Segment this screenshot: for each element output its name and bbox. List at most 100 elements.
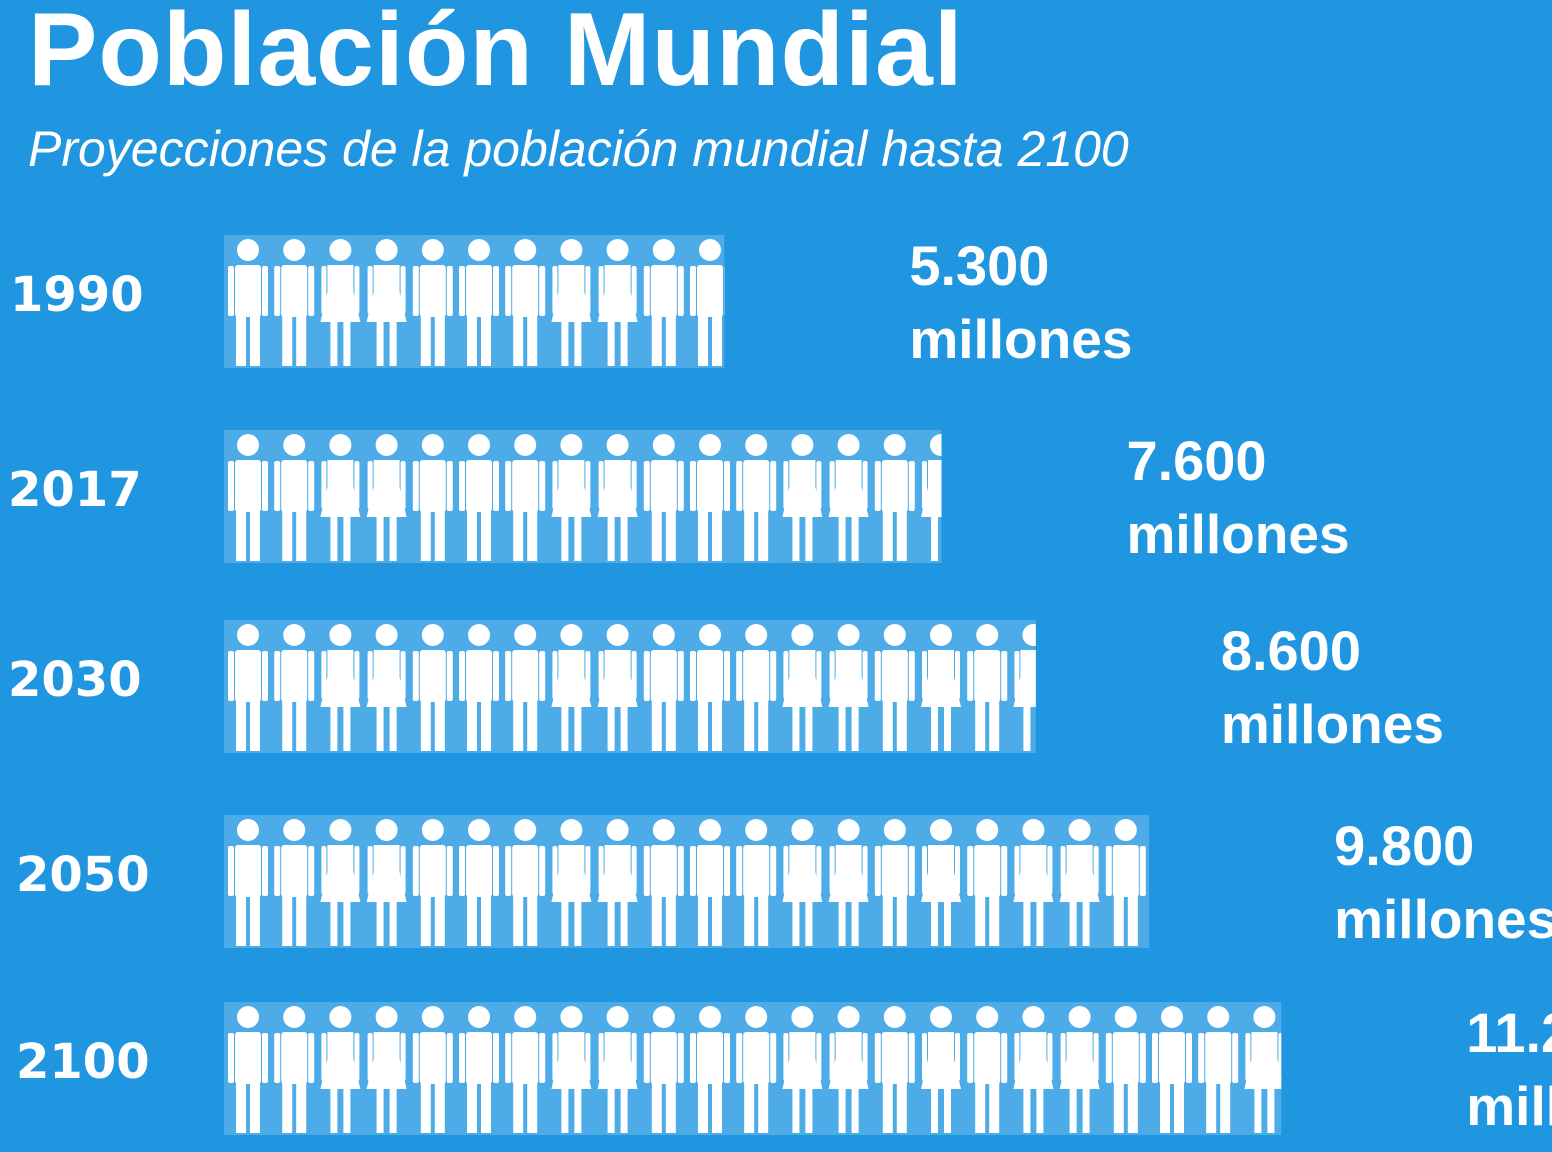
person-icon <box>643 819 684 946</box>
person-icon <box>412 1006 453 1133</box>
person-icon <box>1152 819 1192 946</box>
person-icon <box>921 624 961 751</box>
person-icon <box>828 1006 869 1133</box>
person-icon <box>643 1006 684 1133</box>
person-icon <box>736 624 777 751</box>
person-icon <box>967 1006 1008 1133</box>
unit-label: millones <box>1221 693 1444 755</box>
person-icon <box>921 434 942 561</box>
person-icon <box>274 1006 315 1133</box>
person-icon <box>597 819 638 946</box>
person-icon <box>320 239 361 366</box>
person-icon <box>782 1006 823 1133</box>
person-icon <box>643 624 684 751</box>
person-icon <box>1013 819 1054 946</box>
year-label: 1990 <box>10 267 144 323</box>
person-icon <box>228 624 268 751</box>
value-label: 9.800 <box>1334 814 1474 877</box>
person-icon <box>274 434 315 561</box>
person-icon <box>274 624 315 751</box>
person-icon <box>736 1006 777 1133</box>
person-icon <box>736 819 777 946</box>
person-icon <box>274 819 315 946</box>
person-icon <box>412 239 453 366</box>
person-icon <box>690 819 730 946</box>
person-icon <box>921 1006 961 1133</box>
person-icon <box>551 434 592 561</box>
value-label: 5.300 <box>909 234 1049 297</box>
person-icon <box>690 1006 730 1133</box>
person-figures <box>228 819 1192 946</box>
person-icon <box>874 434 915 561</box>
person-icon <box>228 239 268 366</box>
person-icon <box>828 624 869 751</box>
population-bar <box>224 815 1150 948</box>
page-title: Población Mundial <box>28 0 964 108</box>
person-icon <box>320 624 361 751</box>
value-label: 7.600 <box>1126 429 1266 492</box>
person-icon <box>1198 1006 1239 1133</box>
person-icon <box>828 434 869 561</box>
person-icon <box>690 624 730 751</box>
person-icon <box>366 819 407 946</box>
person-icon <box>597 1006 638 1133</box>
person-icon <box>1013 1006 1054 1133</box>
person-icon <box>228 1006 268 1133</box>
person-icon <box>643 239 684 366</box>
person-icon <box>459 819 499 946</box>
unit-label: millones <box>1126 503 1349 565</box>
person-icon <box>551 1006 592 1133</box>
person-icon <box>412 434 453 561</box>
person-icon <box>782 819 823 946</box>
unit-label: millones <box>1334 888 1552 950</box>
year-label: 2017 <box>8 462 142 518</box>
person-icon <box>967 624 1008 751</box>
person-icon <box>551 819 592 946</box>
person-icon <box>1152 1006 1192 1133</box>
person-icon <box>412 819 453 946</box>
person-icon <box>274 239 315 366</box>
person-icon <box>412 624 453 751</box>
person-icon <box>1060 624 1100 751</box>
person-icon <box>320 434 361 561</box>
person-icon <box>782 434 823 561</box>
person-icon <box>459 1006 499 1133</box>
value-label: 11.200 <box>1466 1001 1552 1064</box>
person-icon <box>366 434 407 561</box>
person-icon <box>1105 1006 1146 1133</box>
person-icon <box>597 239 638 366</box>
person-icon <box>1059 1006 1100 1133</box>
person-icon <box>828 819 869 946</box>
person-icon <box>1059 819 1100 946</box>
person-icon <box>1244 1006 1282 1133</box>
person-icon <box>366 624 407 751</box>
person-icon <box>459 624 499 751</box>
person-icon <box>874 1006 915 1133</box>
person-icon <box>505 1006 546 1133</box>
year-label: 2050 <box>16 847 150 903</box>
person-icon <box>551 624 592 751</box>
unit-label: millones <box>1466 1075 1552 1137</box>
person-icon <box>228 819 268 946</box>
page-subtitle: Proyecciones de la población mundial has… <box>28 121 1129 177</box>
person-icon <box>505 434 546 561</box>
person-icon <box>459 434 499 561</box>
person-icon <box>967 434 1007 561</box>
person-figures <box>228 239 776 366</box>
year-label: 2100 <box>16 1034 150 1090</box>
person-icon <box>690 239 725 366</box>
person-figures <box>228 434 1007 561</box>
person-icon <box>782 624 823 751</box>
person-icon <box>1105 819 1146 946</box>
person-figures <box>228 1006 1282 1133</box>
person-icon <box>874 624 915 751</box>
person-icon <box>505 819 546 946</box>
person-icon <box>505 239 546 366</box>
person-icon <box>228 434 268 561</box>
person-icon <box>921 819 961 946</box>
person-icon <box>736 239 776 366</box>
person-icon <box>874 819 915 946</box>
person-icon <box>967 819 1008 946</box>
person-icon <box>505 624 546 751</box>
